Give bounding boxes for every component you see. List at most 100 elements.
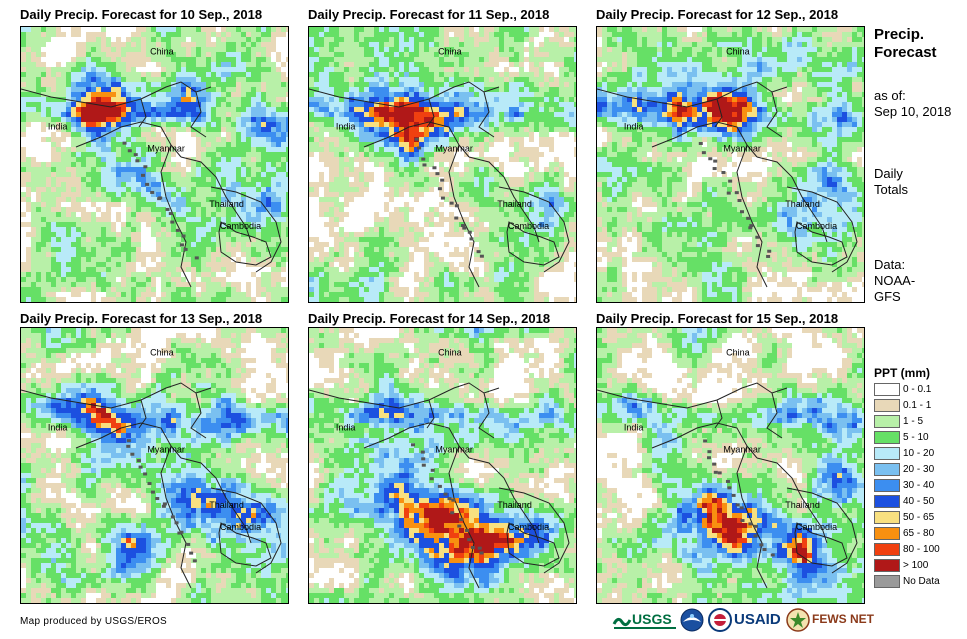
- border-line: [478, 91, 495, 138]
- usgs-logo-text: USGS: [632, 611, 672, 627]
- credit-text: Map produced by USGS/EROS: [20, 616, 168, 627]
- border-line: [506, 221, 560, 266]
- legend-swatch: [874, 575, 900, 588]
- precip-map-3: China India Myanmar Thailand Cambodia: [596, 26, 865, 303]
- map-canvas: China India Myanmar Thailand Cambodia: [21, 27, 288, 302]
- legend-swatch: [874, 495, 900, 508]
- map-label-cambodia: Cambodia: [796, 522, 837, 532]
- border-line: [766, 91, 783, 138]
- border-line: [794, 221, 848, 266]
- map-label-india: India: [336, 422, 356, 432]
- map-label-thailand: Thailand: [497, 199, 532, 209]
- border-line: [138, 98, 147, 128]
- panel-title-5: Daily Precip. Forecast for 14 Sep., 2018: [308, 311, 551, 326]
- map-label-cambodia: Cambodia: [220, 221, 261, 231]
- map-label-myanmar: Myanmar: [723, 144, 761, 154]
- map-label-india: India: [48, 121, 68, 131]
- border-line: [180, 156, 252, 243]
- usgs-logo: USGS: [612, 608, 678, 632]
- legend-swatch: [874, 383, 900, 396]
- border-line: [794, 522, 848, 567]
- map-canvas: China India Myanmar Thailand Cambodia: [309, 27, 576, 302]
- noaa-logo: [680, 608, 704, 632]
- legend-label: 30 - 40: [903, 480, 935, 491]
- map-label-china: China: [726, 47, 750, 57]
- border-line: [714, 399, 723, 429]
- border-line: [468, 156, 540, 243]
- border-line: [210, 186, 282, 273]
- border-line: [756, 156, 828, 243]
- legend-label: No Data: [903, 576, 940, 587]
- precip-map-4: China India Myanmar Thailand Cambodia: [20, 327, 289, 604]
- fewsnet-icon: [786, 608, 810, 632]
- border-line: [468, 457, 540, 544]
- map-canvas: China India Myanmar Thailand Cambodia: [21, 328, 288, 603]
- border-line: [180, 457, 252, 544]
- legend-swatch: [874, 543, 900, 556]
- daily-totals: Daily Totals: [874, 166, 908, 198]
- border-line: [218, 221, 272, 266]
- map-label-myanmar: Myanmar: [435, 445, 473, 455]
- panel-title-1: Daily Precip. Forecast for 10 Sep., 2018: [20, 7, 263, 22]
- border-line: [506, 522, 560, 567]
- map-label-thailand: Thailand: [785, 500, 820, 510]
- map-label-myanmar: Myanmar: [723, 445, 761, 455]
- map-label-india: India: [624, 121, 644, 131]
- border-line: [478, 392, 495, 439]
- border-line: [160, 144, 192, 288]
- legend-swatch: [874, 463, 900, 476]
- panel-title-3: Daily Precip. Forecast for 12 Sep., 2018: [596, 7, 839, 22]
- map-label-cambodia: Cambodia: [508, 522, 549, 532]
- map-canvas: China India Myanmar Thailand Cambodia: [309, 328, 576, 603]
- as-of-label: as of:: [874, 88, 906, 103]
- legend-label: 5 - 10: [903, 432, 929, 443]
- map-label-myanmar: Myanmar: [435, 144, 473, 154]
- legend-swatch: [874, 399, 900, 412]
- usaid-logo-text: USAID: [734, 611, 781, 628]
- border-line: [786, 186, 858, 273]
- border-line: [756, 457, 828, 544]
- legend-label: > 100: [903, 560, 929, 571]
- map-canvas: China India Myanmar Thailand Cambodia: [597, 27, 864, 302]
- data-source: Data: NOAA- GFS: [874, 257, 915, 305]
- border-line: [426, 98, 435, 128]
- usaid-seal-logo: [708, 608, 732, 632]
- precip-map-1: China India Myanmar Thailand Cambodia: [20, 26, 289, 303]
- border-line: [218, 522, 272, 567]
- map-label-india: India: [48, 422, 68, 432]
- legend-label: 65 - 80: [903, 528, 935, 539]
- border-line: [448, 445, 480, 589]
- map-label-india: India: [336, 121, 356, 131]
- map-label-cambodia: Cambodia: [220, 522, 261, 532]
- precip-map-5: China India Myanmar Thailand Cambodia: [308, 327, 577, 604]
- data-source-line1: Data:: [874, 257, 906, 272]
- as-of-value: Sep 10, 2018: [874, 104, 952, 119]
- border-line: [714, 98, 723, 128]
- map-label-thailand: Thailand: [785, 199, 820, 209]
- precip-map-2: China India Myanmar Thailand Cambodia: [308, 26, 577, 303]
- border-line: [426, 399, 435, 429]
- legend-swatch: [874, 431, 900, 444]
- map-label-thailand: Thailand: [209, 500, 244, 510]
- panel-title-4: Daily Precip. Forecast for 13 Sep., 2018: [20, 311, 263, 326]
- border-line: [210, 487, 282, 574]
- legend-title: PPT (mm): [874, 366, 931, 380]
- border-line: [190, 392, 207, 439]
- map-label-cambodia: Cambodia: [796, 221, 837, 231]
- border-line: [736, 144, 768, 288]
- legend-label: 10 - 20: [903, 448, 935, 459]
- legend-label: 0 - 0.1: [903, 384, 932, 395]
- border-line: [786, 487, 858, 574]
- legend-label: 0.1 - 1: [903, 400, 932, 411]
- map-label-thailand: Thailand: [497, 500, 532, 510]
- legend-swatch: [874, 447, 900, 460]
- legend-swatch: [874, 511, 900, 524]
- map-label-myanmar: Myanmar: [147, 144, 185, 154]
- panel-title-6: Daily Precip. Forecast for 15 Sep., 2018: [596, 311, 839, 326]
- legend-label: 20 - 30: [903, 464, 935, 475]
- map-canvas: China India Myanmar Thailand Cambodia: [597, 328, 864, 603]
- daily-totals-line2: Totals: [874, 182, 908, 197]
- side-title-line1: Precip.: [874, 26, 925, 43]
- map-label-china: China: [150, 348, 174, 358]
- map-label-china: China: [438, 348, 462, 358]
